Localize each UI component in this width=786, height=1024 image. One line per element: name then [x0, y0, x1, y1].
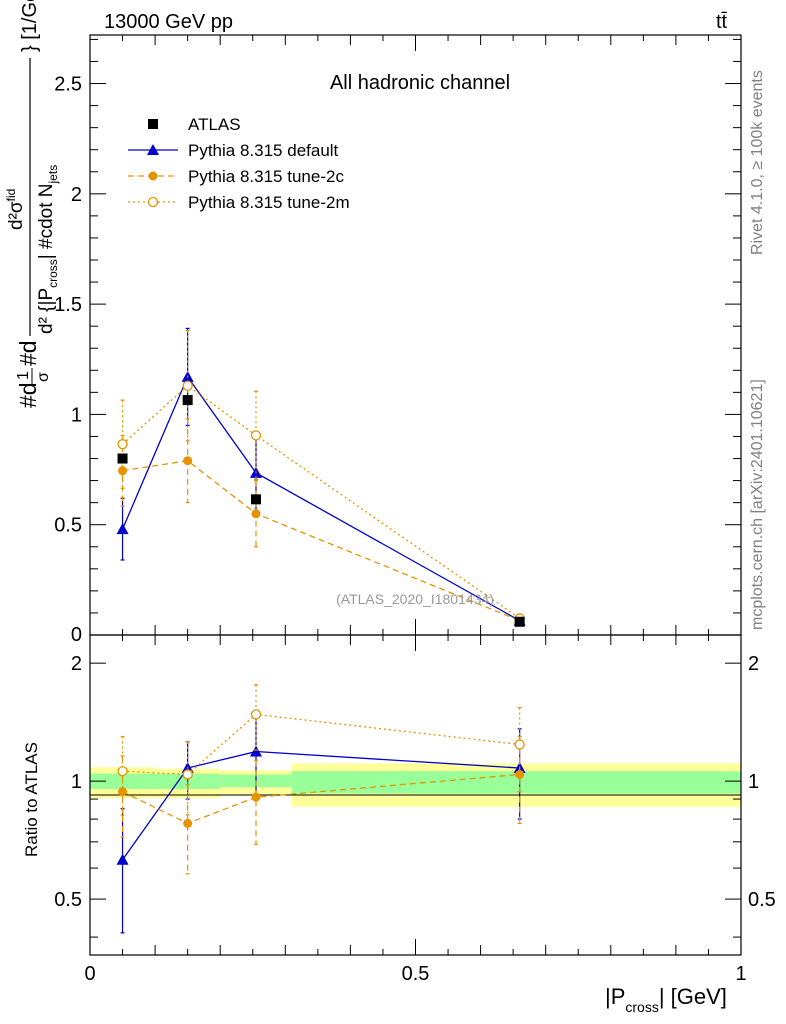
legend-marker-pythia-8-315-tune-2m	[147, 196, 159, 208]
ratio-point-pythia-8-315-default	[116, 853, 129, 865]
xlabel-sub: cross	[625, 999, 658, 1015]
main-point-pythia-8-315-tune-2m	[182, 380, 193, 391]
main-y-tick-label: 1.5	[54, 294, 82, 316]
main-title: All hadronic channel	[330, 72, 510, 94]
ratio-y-tick-label: 1	[71, 771, 82, 793]
legend-label-pythia-8-315-tune-2m: Pythia 8.315 tune-2m	[188, 193, 350, 212]
x-tick-label: 1	[735, 963, 746, 985]
ylabel-inner-den-sub: cross	[46, 259, 60, 288]
ylabel-mid: #d	[15, 340, 41, 366]
ratio-point-pythia-8-315-tune-2m	[117, 766, 128, 777]
legend-label-pythia-8-315-tune-2c: Pythia 8.315 tune-2c	[188, 167, 344, 186]
x-axis-label: |Pcross| [GeV]	[605, 984, 727, 1015]
ratio-y-axis-label: Ratio to ATLAS	[22, 742, 41, 857]
main-y-zero-label: 0	[71, 624, 82, 646]
legend-marker-pythia-8-315-tune-2c	[148, 171, 158, 181]
ylabel-inner-den-sub2: jets	[46, 165, 60, 185]
ylabel-inner-num-sup: fid	[4, 189, 18, 202]
legend-marker-pythia-8-315-default	[147, 144, 159, 155]
x-tick-label: 0	[84, 963, 95, 985]
rivet-label: Rivet 4.1.0, ≥ 100k events	[749, 70, 766, 255]
ratio-point-pythia-8-315-tune-2m	[182, 769, 193, 780]
ylabel-suffix: } [1/GeV]	[19, 0, 41, 52]
main-point-pythia-8-315-tune-2m	[117, 439, 128, 450]
main-point-pythia-8-315-tune-2c	[183, 456, 193, 466]
ratio-inner-band	[291, 771, 741, 794]
ratio-y-tick-label: 0.5	[54, 889, 82, 911]
ratio-y-tick-label-right: 0.5	[748, 889, 776, 911]
energy-label: 13000 GeV pp	[104, 11, 233, 33]
ratio-y-tick-label: 2	[71, 653, 82, 675]
ylabel-frac-den: σ	[35, 372, 52, 382]
mcplots-label: mcplots.cern.ch [arXiv:2401.10621]	[749, 379, 766, 630]
main-y-tick-label: 2.5	[54, 74, 82, 96]
legend-label-pythia-8-315-default: Pythia 8.315 default	[188, 141, 339, 160]
main-point-atlas	[117, 453, 128, 464]
ratio-y-tick-label-right: 1	[748, 771, 759, 793]
main-line-pythia-8-315-default	[121, 375, 520, 622]
svg-text:d² {|Pcross| #cdot Njets: d² {|Pcross| #cdot Njets	[36, 165, 60, 334]
ratio-point-pythia-8-315-tune-2m	[250, 709, 262, 720]
ylabel-inner-num: d²σ	[6, 201, 27, 230]
xlabel-main: |P	[605, 984, 625, 1009]
ratio-point-pythia-8-315-tune-2c	[251, 792, 261, 802]
ylabel-inner-den: d² {|P	[36, 288, 57, 334]
ratio-y-tick-label-right: 2	[748, 653, 759, 675]
watermark: (ATLAS_2020_I1801434)	[336, 591, 494, 607]
ylabel-inner-den-tail: | #cdot N	[36, 183, 57, 259]
main-point-atlas	[514, 616, 525, 627]
ratio-line-pythia-8-315-tune-2m	[122, 713, 520, 776]
ratio-line-pythia-8-315-default	[122, 750, 520, 861]
ylabel-prefix: #d	[15, 382, 41, 408]
main-y-tick-label: 0.5	[54, 515, 82, 537]
legend-label-atlas: ATLAS	[188, 115, 241, 134]
ylabel-frac-num: 1	[15, 371, 32, 380]
main-line-pythia-8-315-tune-2m	[122, 384, 521, 619]
legend: ATLAS Pythia 8.315 default Pythia 8.315 tu…	[128, 115, 350, 212]
svg-text:#d: #d	[15, 382, 41, 408]
legend-marker-atlas	[148, 119, 158, 129]
ratio-point-pythia-8-315-default	[250, 745, 263, 757]
xlabel-tail: | [GeV]	[659, 984, 727, 1009]
main-point-pythia-8-315-tune-2c	[251, 509, 261, 519]
svg-text:d²σfid: d²σfid	[4, 189, 27, 230]
main-y-axis-label: #d 1 σ #d d²σfid d² {|Pcross| #cdot Njet…	[4, 0, 60, 408]
main-point-atlas	[182, 395, 193, 406]
main-plot-series	[116, 327, 526, 627]
main-line-pythia-8-315-tune-2c	[122, 460, 520, 622]
main-point-pythia-8-315-tune-2m	[250, 430, 262, 441]
x-tick-label: 0.5	[402, 963, 430, 985]
ratio-point-pythia-8-315-tune-2m	[514, 739, 525, 750]
ratio-plot-series	[116, 684, 526, 934]
process-label: tt̄	[716, 11, 728, 33]
main-y-tick-label: 2	[71, 184, 82, 206]
main-y-tick-label: 1	[71, 404, 82, 426]
ratio-point-pythia-8-315-tune-2c	[183, 818, 193, 828]
main-point-pythia-8-315-default	[116, 523, 129, 535]
main-point-atlas	[251, 494, 262, 505]
